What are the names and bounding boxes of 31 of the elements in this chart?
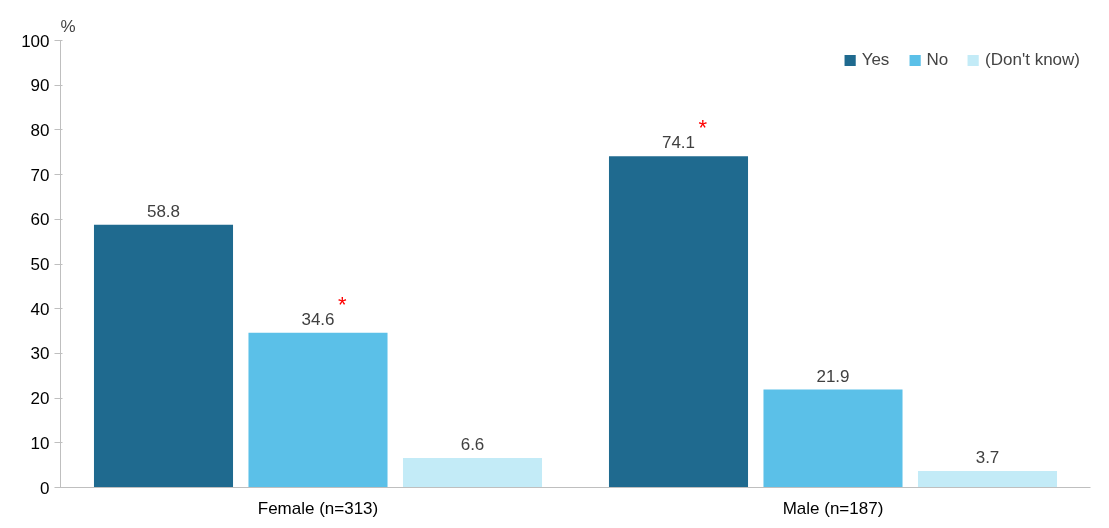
bar	[402, 458, 543, 488]
legend-label: (Don't know)	[985, 50, 1080, 70]
data-label: 21.9	[816, 366, 850, 386]
y-tick-label: 20	[30, 389, 50, 409]
data-label: 3.7	[975, 447, 1000, 467]
annotation: *	[698, 115, 708, 141]
y-tick-label: 60	[30, 210, 50, 230]
y-tick-label: 30	[30, 344, 50, 364]
data-label: 58.8	[146, 201, 181, 221]
legend-label: Yes	[861, 50, 890, 70]
y-tick-label: 70	[30, 165, 50, 185]
data-label: 34.6	[301, 309, 335, 329]
y-tick-label: 40	[30, 299, 50, 319]
y-axis-title: %	[60, 16, 76, 36]
y-tick-label: 80	[30, 120, 50, 140]
data-label: 6.6	[460, 435, 485, 454]
y-tick-label: 100	[21, 31, 50, 51]
y-tick-label: 50	[30, 255, 50, 274]
bar	[93, 224, 234, 488]
x-tick-label: Male (n=187)	[782, 498, 884, 518]
bar	[248, 332, 388, 488]
bar	[917, 470, 1058, 488]
y-tick-label: 90	[30, 76, 50, 96]
annotation: *	[338, 291, 347, 317]
bar	[608, 156, 749, 488]
x-tick-label: Female (n=313)	[257, 498, 379, 518]
bar	[763, 389, 903, 488]
legend-label: No	[926, 50, 949, 70]
y-tick-label: 10	[30, 433, 50, 453]
data-label: 74.1	[661, 133, 696, 153]
y-tick-label: 0	[40, 478, 50, 498]
